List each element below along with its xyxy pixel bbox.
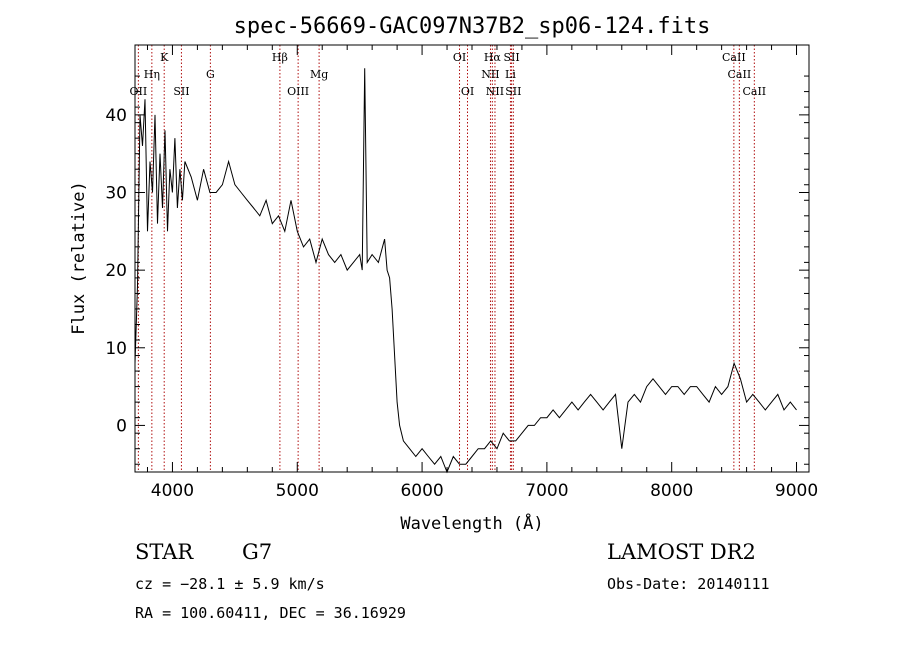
line-label-18: CaII — [742, 85, 766, 98]
object-class: STAR — [135, 540, 194, 564]
line-label-0: OII — [130, 85, 148, 98]
redshift-text: cz = −28.1 ± 5.9 km/s — [135, 575, 325, 593]
line-label-14: SII — [505, 85, 521, 98]
line-label-3: SII — [173, 85, 189, 98]
x-tick-label-5: 9000 — [775, 481, 818, 501]
y-tick-label-2: 20 — [105, 261, 127, 281]
y-axis-label: Flux (relative) — [69, 181, 89, 335]
line-label-2: K — [160, 51, 169, 64]
y-axis: 0 10 20 30 40 — [105, 75, 809, 465]
spectrum-line-0 — [134, 68, 797, 474]
y-tick-label-4: 40 — [105, 106, 127, 126]
line-label-8: OI — [453, 51, 466, 64]
line-label-1: Hη — [144, 68, 160, 81]
line-label-6: OIII — [287, 85, 309, 98]
line-label-5: Hβ — [272, 51, 288, 64]
line-label-4: G — [206, 68, 215, 81]
line-labels: OIIHηKSIIGHβOIIIMgOIOIHαNIINIISIISIILiCa… — [130, 51, 767, 98]
line-label-10: Hα — [484, 51, 502, 64]
line-label-17: CaII — [728, 68, 752, 81]
line-label-16: CaII — [722, 51, 746, 64]
x-axis: 4000 5000 6000 7000 8000 9000 — [146, 45, 818, 501]
x-tick-label-1: 5000 — [276, 481, 319, 501]
x-tick-label-3: 7000 — [525, 481, 568, 501]
y-tick-label-0: 0 — [116, 416, 127, 436]
y-tick-label-1: 10 — [105, 339, 127, 359]
line-label-15: Li — [505, 68, 516, 81]
line-label-13: SII — [503, 51, 519, 64]
x-tick-label-4: 8000 — [650, 481, 693, 501]
coordinates: RA = 100.60411, DEC = 36.16929 — [135, 604, 406, 622]
x-axis-label: Wavelength (Å) — [400, 512, 543, 534]
obs-date: Obs-Date: 20140111 — [607, 575, 770, 593]
x-tick-label-0: 4000 — [151, 481, 194, 501]
line-label-12: NII — [486, 85, 504, 98]
chart-title: spec-56669-GAC097N37B2_sp06-124.fits — [234, 14, 711, 39]
line-label-9: OI — [461, 85, 474, 98]
survey-name: LAMOST DR2 — [607, 540, 756, 564]
plot-frame — [134, 44, 810, 473]
line-label-7: Mg — [310, 68, 328, 81]
line-markers — [137, 45, 755, 472]
spectrum-layer — [134, 68, 797, 474]
subclass: G7 — [242, 540, 273, 564]
y-tick-label-3: 30 — [105, 184, 127, 204]
x-tick-label-2: 6000 — [400, 481, 443, 501]
line-label-11: NII — [481, 68, 499, 81]
